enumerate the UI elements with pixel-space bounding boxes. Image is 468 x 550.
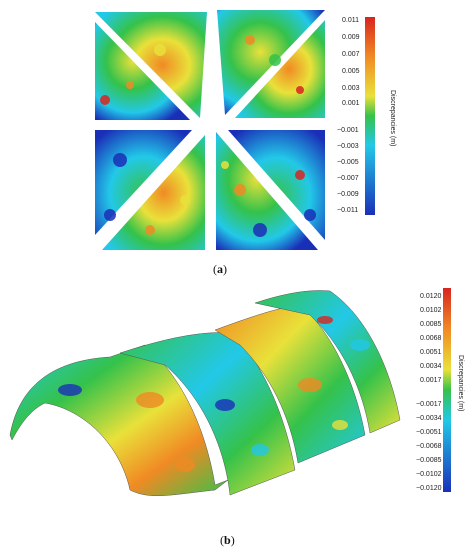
panel-b-colorbar-tick: −0.0068 bbox=[416, 443, 442, 450]
panel-b-colorbar bbox=[443, 288, 451, 492]
panel-b-colorbar-tick: −0.0085 bbox=[416, 457, 442, 464]
arch-segment-1 bbox=[9, 344, 229, 497]
panel-a-colorbar-tick: −0.003 bbox=[337, 143, 359, 150]
panel-b-surface-map bbox=[9, 288, 451, 497]
panel-a-colorbar-title: Discrepancies (m) bbox=[389, 90, 396, 147]
arch-segment-4 bbox=[254, 290, 401, 434]
panel-a-caption: (a) bbox=[213, 262, 227, 276]
panel-a-colorbar bbox=[365, 17, 375, 215]
panel-a-colorbar-tick: −0.001 bbox=[337, 127, 359, 134]
panel-a-colorbar-tick: −0.005 bbox=[337, 159, 359, 166]
panel-a-colorbar-tick: −0.009 bbox=[337, 191, 359, 198]
panel-a-colorbar-tick: 0.011 bbox=[342, 17, 359, 24]
panel-b-colorbar-tick: 0.0068 bbox=[420, 335, 442, 342]
panel-b-speckles bbox=[58, 316, 370, 472]
panel-b-caption: (b) bbox=[220, 533, 235, 547]
panel-a-colorbar-tick: 0.001 bbox=[342, 100, 360, 107]
panel-b-colorbar-title: Discrepancies (m) bbox=[457, 355, 464, 412]
panel-a-colorbar-tick: 0.005 bbox=[342, 68, 360, 75]
panel-a-colorbar-tick: 0.003 bbox=[342, 85, 360, 92]
panel-a-speckles bbox=[100, 35, 316, 237]
panel-b-colorbar-tick: −0.0120 bbox=[416, 485, 442, 492]
panel-b-colorbar-tick: 0.0034 bbox=[420, 363, 442, 370]
panel-b: 0.0120 0.0102 0.0085 0.0068 0.0051 0.003… bbox=[0, 285, 468, 550]
panel-b-colorbar-tick: 0.0120 bbox=[420, 293, 442, 300]
panel-b-colorbar-tick: 0.0051 bbox=[420, 349, 442, 356]
panel-a-colorbar-tick: −0.007 bbox=[337, 175, 359, 182]
panel-a: 0.011 0.009 0.007 0.005 0.003 0.001 −0.0… bbox=[95, 10, 396, 276]
panel-a-colorbar-tick: −0.011 bbox=[337, 207, 359, 214]
panel-b-colorbar-tick: 0.0085 bbox=[420, 321, 442, 328]
arch-segment-3 bbox=[214, 304, 366, 464]
panel-a-surface-map bbox=[95, 10, 375, 250]
panel-a-colorbar-tick: 0.007 bbox=[342, 51, 360, 58]
panel-b-colorbar-tick: −0.0017 bbox=[416, 401, 442, 408]
panel-a-triangles bbox=[95, 10, 325, 250]
panel-b-colorbar-tick: −0.0102 bbox=[416, 471, 442, 478]
panel-b-colorbar-tick: 0.0102 bbox=[420, 307, 442, 314]
panel-b-colorbar-tick: 0.0017 bbox=[420, 377, 442, 384]
panel-b-colorbar-tick: −0.0034 bbox=[416, 415, 442, 422]
arch-segment-2 bbox=[119, 332, 296, 496]
panel-b-colorbar-tick: −0.0051 bbox=[416, 429, 442, 436]
panel-a-colorbar-tick: 0.009 bbox=[342, 34, 360, 41]
